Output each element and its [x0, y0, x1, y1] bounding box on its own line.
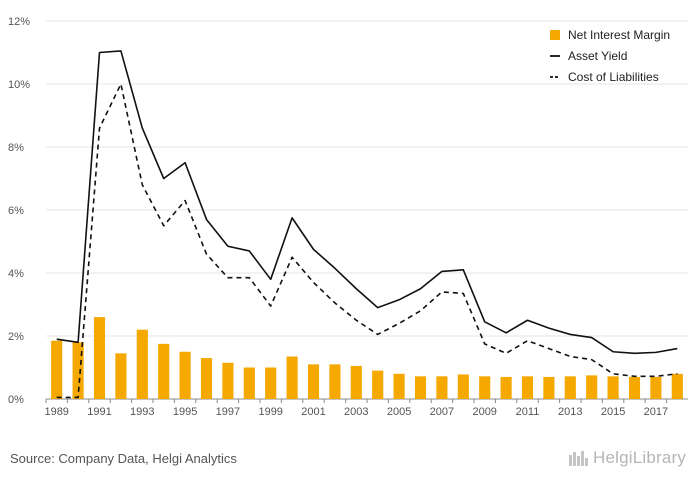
bar: [329, 364, 341, 399]
grid: [46, 20, 688, 400]
y-axis: 0% 2% 4% 6% 8% 10% 12%: [8, 16, 30, 406]
legend: Net Interest Margin Asset Yield Cost of Li…: [550, 28, 670, 84]
bar: [51, 340, 63, 399]
bar: [457, 374, 469, 399]
x-tick-label: 2015: [601, 406, 625, 418]
bar: [607, 376, 619, 399]
bar: [222, 362, 234, 399]
y-tick-label: 0%: [8, 394, 24, 406]
bar: [564, 376, 576, 399]
bar: [436, 376, 448, 399]
legend-label: Net Interest Margin: [568, 28, 670, 42]
cost-of-liabilities-line: [56, 83, 678, 399]
x-tick-label: 2017: [644, 406, 668, 418]
library-icon: [569, 451, 588, 466]
bar: [372, 370, 384, 399]
bar: [243, 367, 255, 399]
x-tick-label: 2001: [301, 406, 325, 418]
bar: [671, 373, 683, 399]
legend-label: Asset Yield: [568, 49, 627, 63]
bar: [115, 353, 127, 399]
bar: [650, 376, 662, 399]
bar: [158, 343, 170, 399]
x-tick-label: 1999: [258, 406, 282, 418]
line-series: [56, 50, 678, 399]
x-tick-label: 2009: [472, 406, 496, 418]
x-tick-label: 2005: [387, 406, 411, 418]
bar: [543, 376, 555, 399]
bar: [286, 356, 298, 399]
y-tick-label: 12%: [8, 16, 30, 28]
bar: [479, 376, 491, 399]
x-tick-label: 2003: [344, 406, 368, 418]
bar: [500, 376, 512, 399]
y-tick-label: 10%: [8, 79, 30, 91]
asset-yield-line: [56, 50, 678, 355]
y-tick-label: 6%: [8, 205, 24, 217]
x-tick-label: 2011: [516, 406, 540, 418]
x-tick-label: 2013: [558, 406, 582, 418]
x-tick-label: 1993: [130, 406, 154, 418]
x-tick-label: 2007: [430, 406, 454, 418]
bar: [200, 358, 213, 399]
bar: [350, 365, 362, 399]
bar: [414, 376, 427, 399]
bar: [72, 342, 84, 399]
y-tick-label: 2%: [8, 331, 24, 343]
chart: 0% 2% 4% 6% 8% 10% 12% 1989 1991 1993 1995 1997 199…: [8, 16, 688, 418]
legend-label: Cost of Liabilities: [568, 70, 659, 84]
bar: [93, 317, 106, 399]
bar: [307, 364, 320, 399]
bar: [393, 373, 405, 399]
bar: [179, 351, 191, 399]
bar: [136, 329, 148, 399]
x-tick-label: 1989: [44, 406, 68, 418]
legend-swatch: [550, 30, 560, 40]
x-axis: 1989 1991 1993 1995 1997 1999 2001 2003 2005 2007…: [44, 399, 668, 418]
bar: [628, 376, 641, 399]
helgi-library-logo[interactable]: HelgiLibrary: [568, 448, 686, 468]
bars-series: [51, 317, 683, 399]
source-note: Source: Company Data, Helgi Analytics: [10, 451, 237, 466]
y-tick-label: 4%: [8, 268, 24, 280]
y-tick-label: 8%: [8, 142, 24, 154]
bar: [521, 376, 534, 399]
bar: [586, 375, 598, 399]
x-tick-label: 1997: [216, 406, 240, 418]
x-tick-label: 1991: [87, 406, 111, 418]
x-tick-label: 1995: [173, 406, 197, 418]
logo-text: HelgiLibrary: [593, 448, 687, 467]
bar: [265, 367, 277, 399]
